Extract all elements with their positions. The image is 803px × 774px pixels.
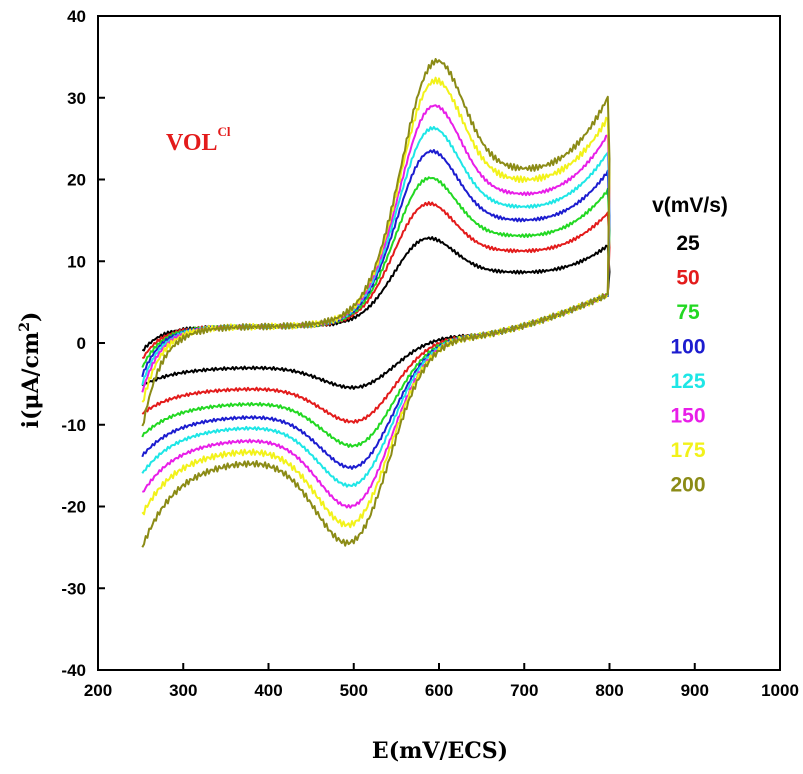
annotation-main: VOL [166, 130, 218, 156]
x-axis-title: E(mV/ECS) [372, 738, 508, 764]
legend-title: v(mV/s) [652, 194, 728, 217]
y-tick-label: 0 [77, 334, 86, 353]
x-tick-label: 300 [169, 681, 197, 700]
y-tick-label: 40 [67, 7, 86, 26]
legend-item-75: 75 [676, 301, 700, 324]
y-axis-title: i(μA/cm2) [17, 312, 44, 429]
series-curve-200 [141, 58, 611, 548]
x-tick-label: 900 [681, 681, 709, 700]
curve-group [141, 58, 611, 548]
legend-item-150: 150 [670, 405, 705, 428]
series-curve-75 [141, 176, 611, 448]
x-tick-label: 200 [84, 681, 112, 700]
y-axis-title-main: i(μA/cm [18, 332, 44, 429]
x-tick-label: 700 [510, 681, 538, 700]
legend-item-175: 175 [670, 439, 705, 462]
legend-item-100: 100 [670, 336, 705, 359]
annotation-label: VOLCl [166, 124, 231, 156]
y-tick-label: 10 [67, 252, 86, 271]
y-tick-label: 30 [67, 89, 86, 108]
series-curve-25 [141, 236, 611, 390]
series-curve-125 [141, 125, 611, 488]
legend-item-200: 200 [670, 474, 705, 497]
y-axis: -40 -30 -20 -10 0 10 20 30 40 [61, 7, 105, 680]
x-axis: 200 300 400 500 600 700 800 900 1000 [84, 663, 799, 700]
x-tick-label: 500 [340, 681, 368, 700]
y-axis-title-close: ) [18, 312, 44, 322]
annotation-sup: Cl [218, 124, 231, 139]
x-tick-label: 1000 [761, 681, 799, 700]
y-tick-label: -10 [61, 416, 86, 435]
legend-item-125: 125 [670, 370, 705, 393]
y-tick-label: 20 [67, 171, 86, 190]
y-tick-label: -30 [61, 579, 86, 598]
legend-item-50: 50 [676, 267, 699, 290]
y-axis-title-sup: 2 [17, 322, 33, 332]
x-tick-label: 400 [254, 681, 282, 700]
y-tick-label: -20 [61, 498, 86, 517]
x-tick-label: 800 [595, 681, 623, 700]
y-tick-label: -40 [61, 661, 86, 680]
x-tick-label: 600 [425, 681, 453, 700]
series-curve-100 [141, 149, 611, 470]
legend: 25 50 75 100 125 150 175 200 [670, 232, 705, 497]
legend-item-25: 25 [676, 232, 700, 255]
